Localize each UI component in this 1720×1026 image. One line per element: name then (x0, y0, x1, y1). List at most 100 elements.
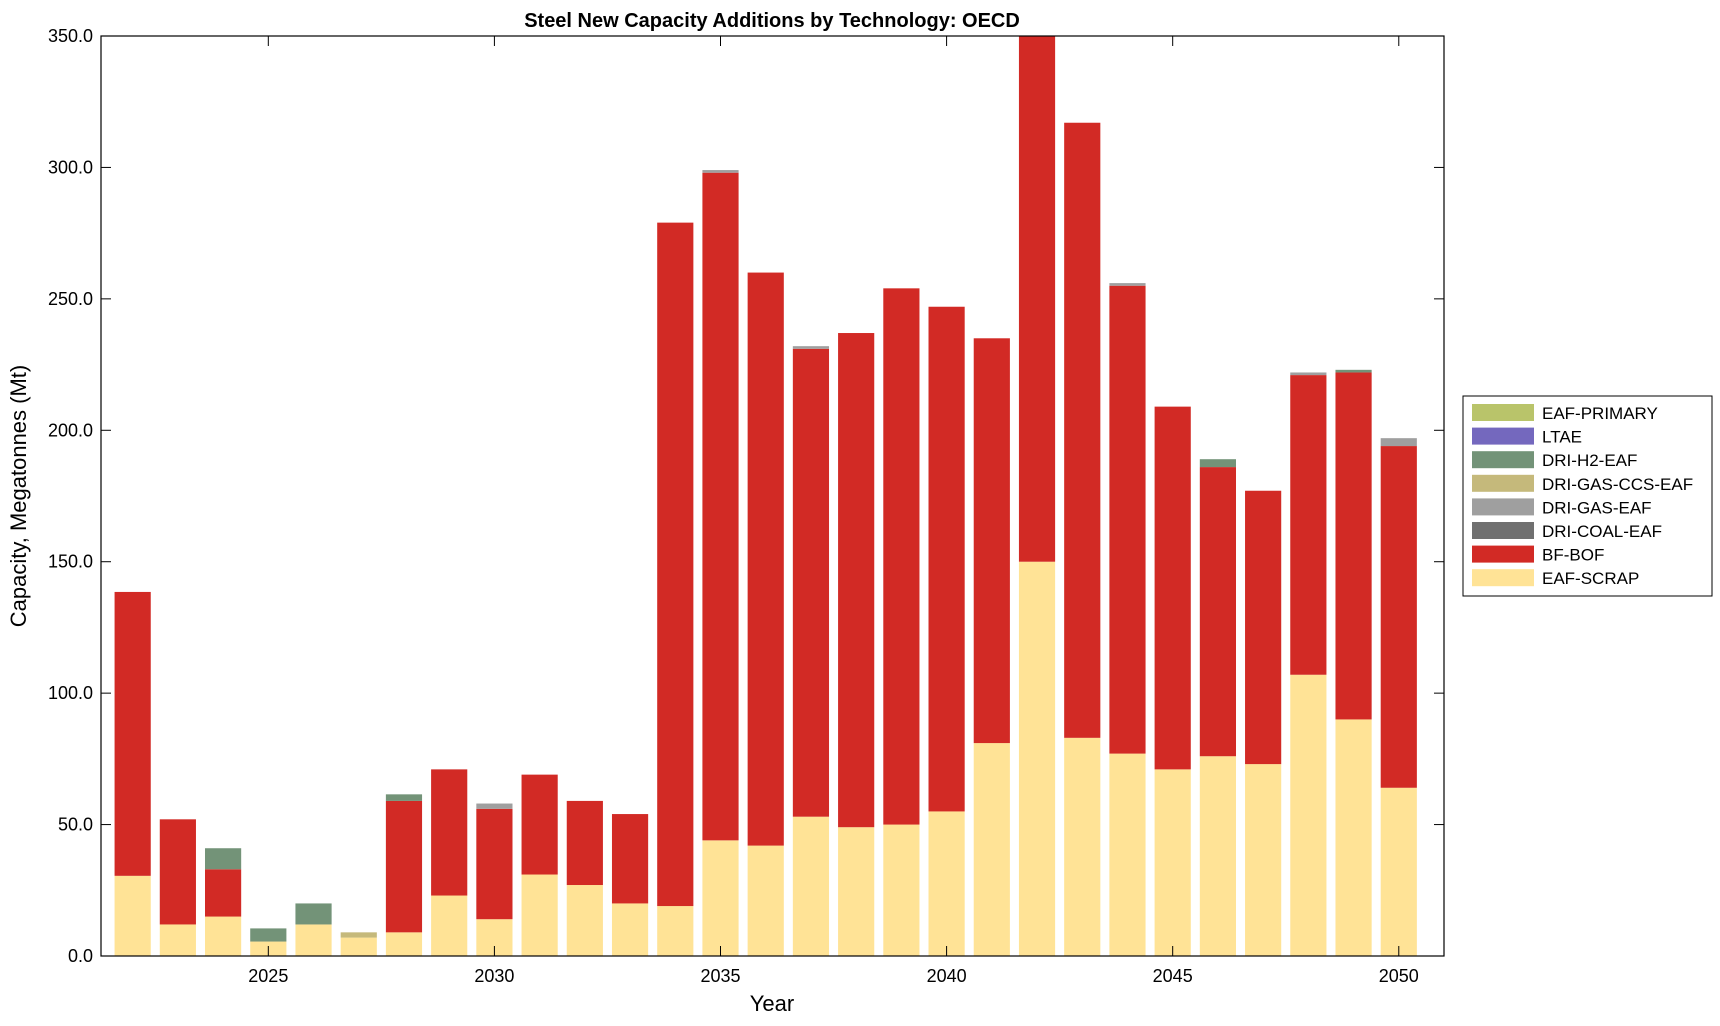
legend-swatch-eaf-primary (1472, 404, 1534, 421)
bar-dri-h2-eaf-2046 (1199, 459, 1236, 468)
x-tick-label: 2035 (700, 966, 740, 986)
bar-eaf-scrap-2045 (1154, 769, 1191, 956)
bar-bf-bof-2036 (747, 272, 784, 846)
bar-eaf-scrap-2026 (295, 924, 332, 956)
bar-dri-gas-eaf-2050 (1380, 438, 1417, 447)
bars-layer (114, 36, 1417, 956)
bar-dri-h2-eaf-2024 (205, 848, 242, 870)
legend-swatch-dri-gas-ccs-eaf (1472, 474, 1534, 492)
bar-eaf-scrap-2040 (928, 811, 965, 956)
bar-bf-bof-2041 (973, 338, 1010, 744)
y-tick-label: 200.0 (48, 420, 93, 440)
bar-eaf-scrap-2023 (159, 924, 196, 956)
x-tick-label: 2025 (248, 966, 288, 986)
bar-bf-bof-2037 (792, 348, 830, 817)
bar-eaf-scrap-2024 (205, 916, 242, 956)
bar-eaf-scrap-2022 (114, 875, 151, 956)
bar-bf-bof-2038 (838, 333, 875, 828)
bar-eaf-scrap-2037 (792, 816, 830, 956)
bar-eaf-scrap-2032 (566, 885, 603, 956)
bar-dri-h2-eaf-2049 (1335, 369, 1372, 373)
bar-eaf-scrap-2036 (747, 845, 784, 956)
bar-bf-bof-2042 (1018, 36, 1056, 562)
bar-eaf-scrap-2044 (1109, 753, 1146, 956)
legend-swatch-eaf-scrap (1472, 569, 1534, 587)
y-tick-label: 300.0 (48, 157, 93, 177)
bar-eaf-scrap-2038 (838, 827, 875, 956)
legend-label-eaf-primary: EAF-PRIMARY (1542, 404, 1658, 423)
bar-eaf-scrap-2029 (431, 895, 468, 956)
x-tick-label: 2045 (1153, 966, 1193, 986)
y-tick-label: 350.0 (48, 26, 93, 46)
bar-eaf-scrap-2035 (702, 840, 739, 956)
bar-dri-gas-eaf-2037 (792, 346, 830, 349)
bar-bf-bof-2040 (928, 306, 965, 812)
bar-bf-bof-2022 (114, 591, 151, 876)
x-axis-label: Year (750, 991, 794, 1016)
bar-bf-bof-2024 (205, 869, 242, 917)
bar-eaf-scrap-2048 (1290, 674, 1327, 956)
bar-bf-bof-2034 (657, 222, 694, 907)
y-tick-label: 250.0 (48, 289, 93, 309)
legend-label-ltae: LTAE (1542, 428, 1582, 447)
bar-bf-bof-2028 (385, 800, 423, 933)
bar-eaf-scrap-2042 (1018, 561, 1056, 956)
legend-label-eaf-scrap: EAF-SCRAP (1542, 569, 1639, 588)
bar-eaf-scrap-2034 (657, 906, 694, 956)
bar-eaf-scrap-2039 (883, 824, 920, 956)
chart-title: Steel New Capacity Additions by Technolo… (524, 10, 1020, 32)
bar-bf-bof-2046 (1199, 467, 1236, 757)
bar-eaf-scrap-2050 (1380, 787, 1417, 956)
bar-bf-bof-2044 (1109, 285, 1146, 754)
bar-dri-h2-eaf-2025 (250, 928, 287, 942)
bar-dri-gas-eaf-2048 (1290, 372, 1327, 376)
bar-bf-bof-2048 (1290, 375, 1327, 675)
bar-eaf-scrap-2031 (521, 874, 558, 956)
bar-dri-gas-eaf-2030 (476, 803, 513, 809)
legend-swatch-dri-gas-eaf (1472, 498, 1534, 516)
bar-bf-bof-2039 (883, 288, 920, 825)
legend-label-dri-gas-ccs-eaf: DRI-GAS-CCS-EAF (1542, 475, 1693, 494)
bar-bf-bof-2033 (611, 814, 649, 904)
legend-swatch-ltae (1472, 427, 1534, 445)
bar-dri-gas-eaf-2035 (702, 170, 739, 173)
legend-label-bf-bof: BF-BOF (1542, 546, 1604, 565)
legend-label-dri-coal-eaf: DRI-COAL-EAF (1542, 522, 1662, 541)
bar-dri-gas-ccs-eaf-2027 (340, 932, 377, 938)
legend-swatch-bf-bof (1472, 545, 1534, 563)
y-tick-label: 150.0 (48, 552, 93, 572)
y-tick-label: 0.0 (68, 946, 93, 966)
bar-eaf-scrap-2046 (1199, 756, 1236, 956)
bar-eaf-scrap-2028 (385, 932, 423, 956)
x-tick-label: 2040 (927, 966, 967, 986)
bar-eaf-scrap-2027 (340, 937, 377, 956)
x-tick-label: 2030 (474, 966, 514, 986)
bar-bf-bof-2043 (1064, 122, 1101, 738)
bar-bf-bof-2029 (431, 769, 468, 896)
ticks-layer: 0.0 50.0 100.0 150.0 200.0 250.0 300.0 350.0 202… (48, 26, 1444, 986)
bar-bf-bof-2032 (566, 800, 603, 886)
legend: EAF-PRIMARY LTAE DRI-H2-EAF DRI-GAS-CCS-EAF… (1462, 395, 1713, 597)
bar-eaf-scrap-2049 (1335, 719, 1372, 956)
bar-eaf-scrap-2033 (611, 903, 649, 956)
legend-box (1462, 395, 1713, 597)
bar-dri-h2-eaf-2026 (295, 903, 332, 925)
y-tick-label: 50.0 (58, 815, 93, 835)
bar-bf-bof-2031 (521, 774, 558, 875)
legend-swatch-dri-h2-eaf (1472, 451, 1534, 469)
x-tick-label: 2050 (1379, 966, 1419, 986)
legend-label-dri-gas-eaf: DRI-GAS-EAF (1542, 498, 1652, 517)
legend-label-dri-h2-eaf: DRI-H2-EAF (1542, 451, 1637, 470)
bar-bf-bof-2050 (1380, 446, 1417, 788)
bar-bf-bof-2030 (476, 808, 513, 920)
bar-eaf-scrap-2043 (1064, 737, 1101, 956)
bar-bf-bof-2047 (1245, 490, 1282, 765)
bar-dri-gas-eaf-2044 (1109, 283, 1146, 286)
bar-dri-h2-eaf-2028 (385, 794, 423, 801)
y-tick-label: 100.0 (48, 683, 93, 703)
bar-eaf-scrap-2041 (973, 743, 1010, 956)
legend-swatch-dri-coal-eaf (1472, 522, 1534, 539)
y-axis-label: Capacity, Megatonnes (Mt) (6, 365, 31, 627)
